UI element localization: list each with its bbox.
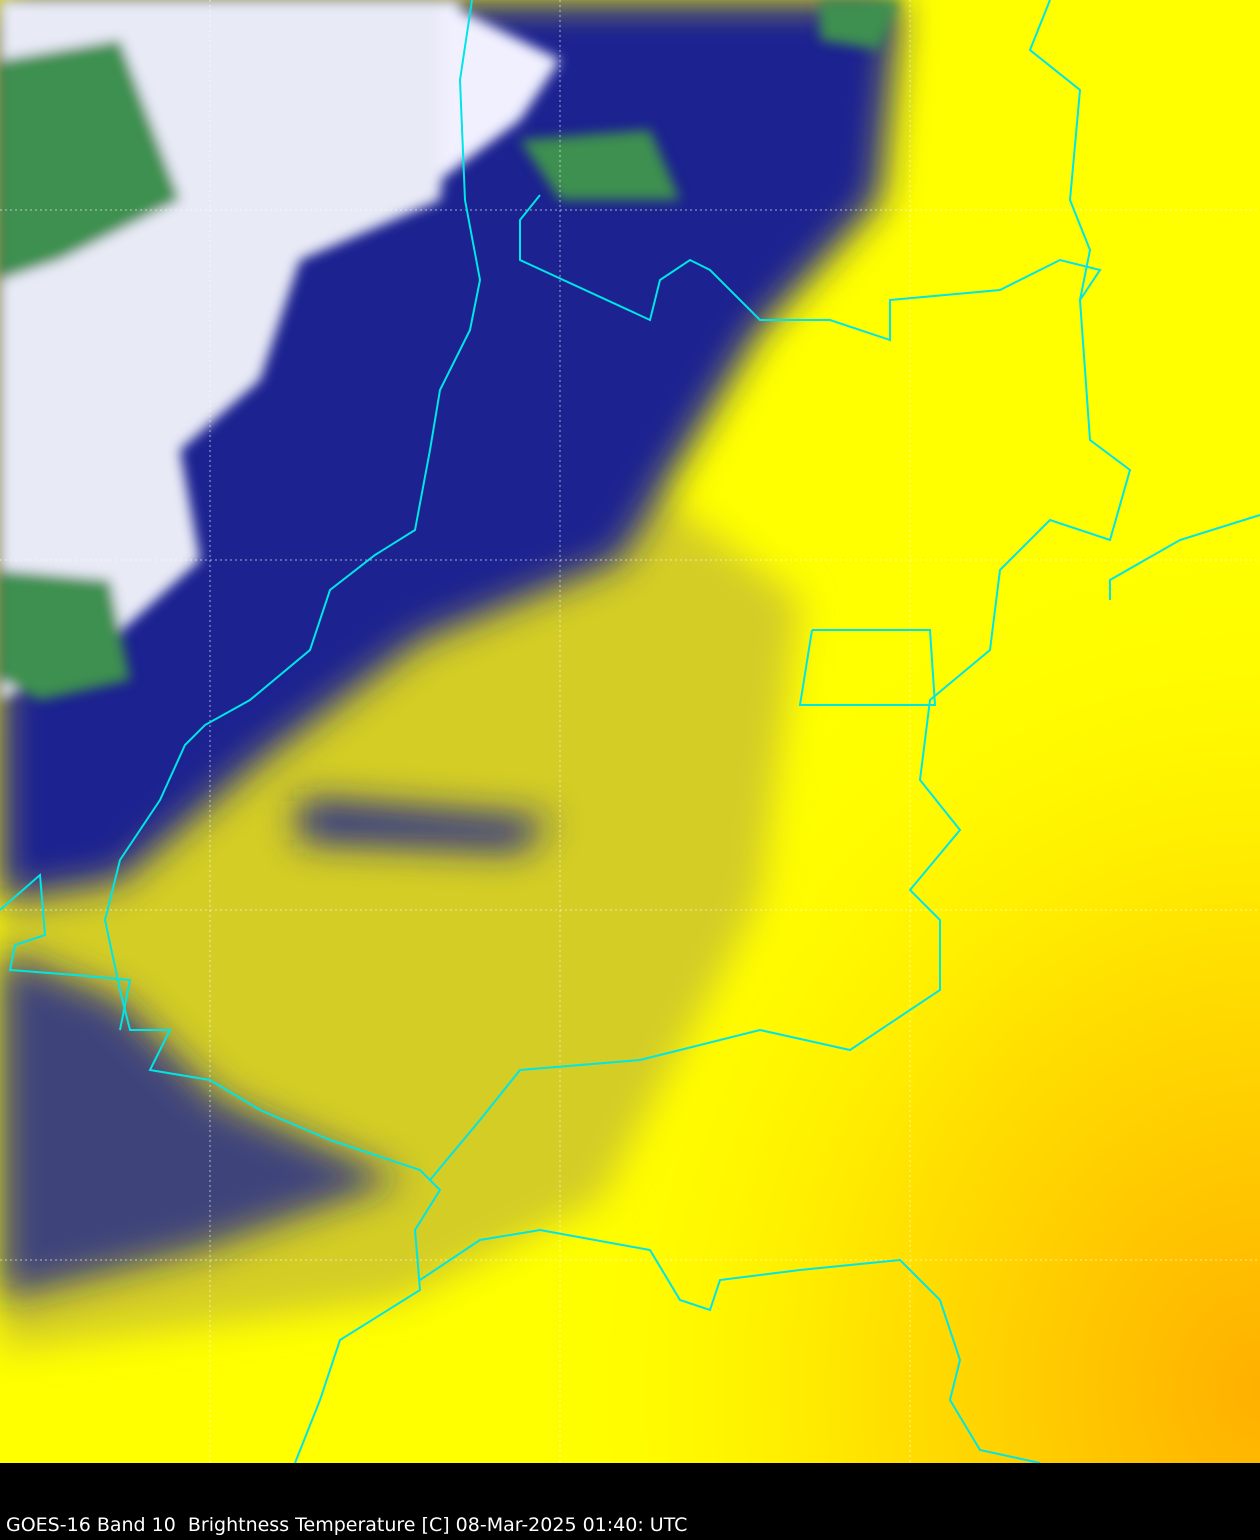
political-borders: [0, 0, 1260, 1463]
lat-lon-grid: [0, 0, 1260, 1463]
coldest-cloud-area: [0, 0, 900, 700]
satellite-map: [0, 0, 1260, 1463]
image-caption: GOES-16 Band 10 Brightness Temperature […: [6, 1514, 688, 1536]
